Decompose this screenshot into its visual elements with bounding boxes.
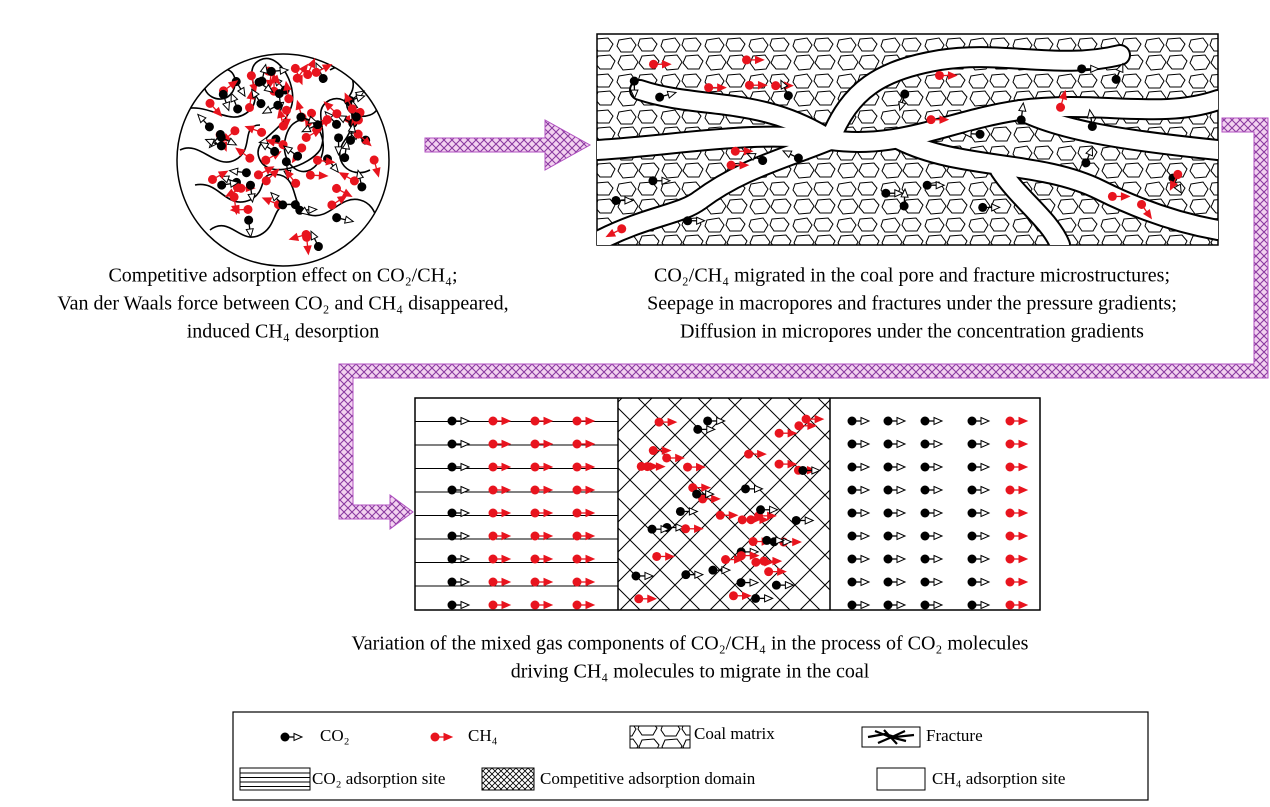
bottom-caption: Variation of the mixed gas components of… (352, 633, 1029, 683)
caption-line: Variation of the mixed gas components of… (352, 633, 1029, 655)
ch4-site-icon (877, 768, 925, 790)
legend-label: CH₄ (468, 726, 498, 745)
legend-label: CO₂ adsorption site (312, 769, 445, 788)
caption-line: CO₂/CH₄ migrated in the coal pore and fr… (654, 265, 1170, 287)
caption-line: induced CH₄ desorption (187, 321, 380, 343)
caption-line: Competitive adsorption effect on CO₂/CH₄… (108, 265, 457, 287)
legend-label: CO₂ (320, 726, 350, 745)
coal-structure (597, 34, 1218, 245)
fracture-icon (862, 727, 920, 747)
legend-label: CH₄ adsorption site (932, 769, 1065, 788)
coal-icon (630, 726, 690, 748)
caption-line: Van der Waals force between CO₂ and CH₄ … (57, 293, 508, 315)
rect-caption: CO₂/CH₄ migrated in the coal pore and fr… (647, 265, 1177, 343)
legend: CO₂ CH₄ Coal matrix Fracture CO₂ adsorpt… (233, 712, 1148, 800)
legend-label: Coal matrix (694, 724, 775, 743)
adsorption-domains (415, 398, 1040, 610)
legend-label: Competitive adsorption domain (540, 769, 756, 788)
diagram: Competitive adsorption effect on CO₂/CH₄… (0, 0, 1270, 807)
caption-line: Seepage in macropores and fractures unde… (647, 293, 1177, 315)
co2-site-icon (240, 768, 310, 790)
caption-line: Diffusion in micropores under the concen… (680, 321, 1144, 343)
competitive-icon (482, 768, 534, 790)
circle-caption: Competitive adsorption effect on CO₂/CH₄… (57, 265, 508, 343)
caption-line: driving CH₄ molecules to migrate in the … (511, 661, 870, 683)
flow-arrow (425, 120, 590, 170)
legend-label: Fracture (926, 726, 983, 745)
